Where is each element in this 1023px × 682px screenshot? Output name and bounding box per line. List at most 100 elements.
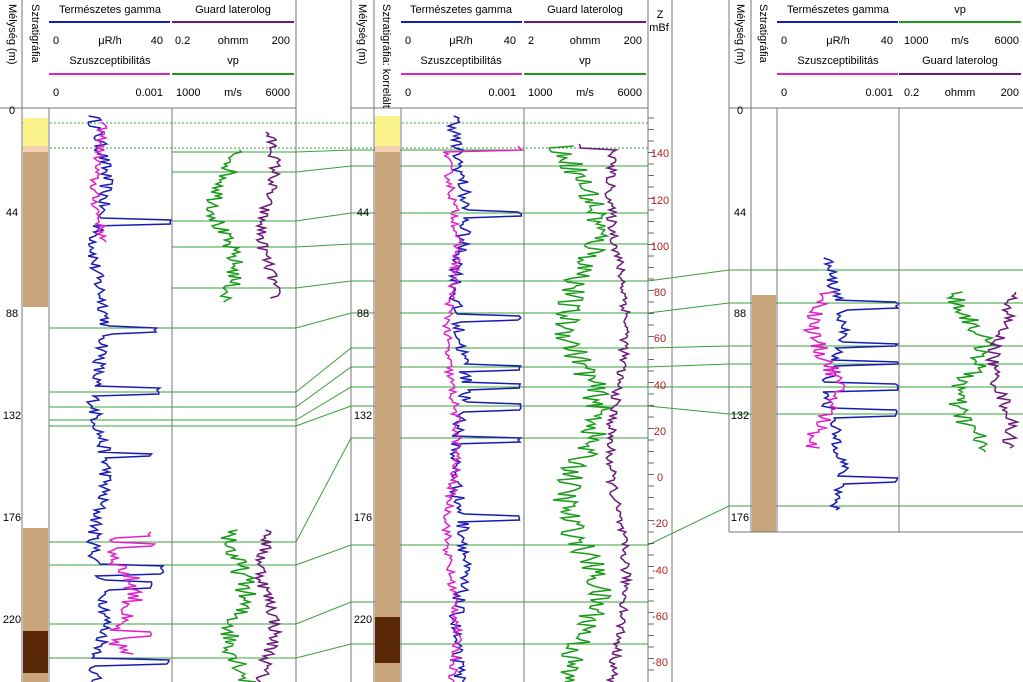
w3-susc-name: Szuszceptibilitás [797,55,879,67]
w2-gamma-unit: μR/h [449,35,472,47]
correlation-line [49,405,1023,427]
strat-block [23,118,48,146]
z-tick-label: -80 [652,657,668,669]
well-1-frame [0,0,297,682]
strat-block [375,116,400,146]
correlation-line [49,363,1023,408]
w1-susc-curve [106,531,157,655]
strat-block [375,663,400,682]
z-tick-label: 0 [657,472,663,484]
w2-guard-max: 200 [624,35,642,47]
w1-gamma-max: 40 [151,35,163,47]
well-2-headers: Természetes gamma 0 μR/h 40 Guard latero… [401,4,670,99]
w1-depth-tick: 220 [3,614,21,626]
w2-susc-max: 0.001 [488,87,516,99]
w1-vp-curve [205,149,243,303]
w1-guard-min: 0.2 [175,35,190,47]
strat-block [752,295,776,532]
correlation-line [49,345,1023,393]
z-scale-title: Z [657,9,664,21]
w2-depth-tick: 176 [354,512,372,524]
well-2-strat-label: Sztratigráfia: korrelált [380,4,392,108]
strat-block [375,146,400,152]
w3-depth-tick: 44 [734,207,746,219]
w2-depth-tick: 44 [357,207,369,219]
w1-susc-max: 0.001 [135,87,163,99]
w1-vp-max: 6000 [266,87,290,99]
correlation-line [172,149,524,153]
w2-guard-unit: ohmm [570,35,601,47]
w2-depth-tick: 132 [354,410,372,422]
w3-susc-curve [801,291,846,449]
w3-vp-curve [945,291,997,453]
z-tick-label: 20 [654,426,666,438]
w1-guard-name: Guard laterolog [195,4,271,16]
w3-susc-min: 0 [781,87,787,99]
well-1-headers: Természetes gamma 0 μR/h 40 Guard latero… [49,4,294,99]
w3-depth-tick: 132 [731,410,749,422]
w1-depth-tick: 0 [9,105,15,117]
w2-depth-tick: 88 [357,308,369,320]
w3-guard-curve [984,291,1021,449]
w3-susc-max: 0.001 [865,87,893,99]
strat-block [375,617,400,663]
w1-guard-unit: ohmm [218,35,249,47]
strat-block [375,152,400,617]
w3-gamma-max: 40 [881,35,893,47]
correlation-line [49,302,1023,329]
well-3-strat-label: Sztratigráfia [757,4,769,64]
z-tick-label: 140 [651,148,669,160]
w1-gamma-curve [85,115,172,682]
z-tick-label: 80 [654,287,666,299]
w2-vp-curve [548,145,613,682]
w3-gamma-name: Természetes gamma [787,4,890,16]
w2-guard-min: 2 [528,35,534,47]
w2-guard-name: Guard laterolog [547,4,623,16]
w2-susc-name: Szuszceptibilitás [420,55,502,67]
well-3-depth-axis-label: Mélység (m) [734,4,746,65]
log-curves [85,115,1021,682]
well-2-frame [350,0,673,682]
w2-depth-tick: 220 [354,614,372,626]
w2-guard-curve [578,143,634,682]
w2-gamma-curve [445,115,523,682]
z-tick-label: -60 [652,611,668,623]
well-2-depth-axis-label: Mélység (m) [356,4,368,65]
w2-vp-name: vp [579,55,591,67]
w3-gamma-unit: μR/h [826,35,849,47]
w1-vp-name: vp [227,55,239,67]
w3-gamma-min: 0 [781,35,787,47]
w1-guard-curve [253,529,284,682]
w1-guard-max: 200 [272,35,290,47]
w3-vp-unit: m/s [951,35,969,47]
correlation-line [49,386,1023,421]
w1-gamma-unit: μR/h [98,35,121,47]
z-tick-label: 40 [654,380,666,392]
depth-ticks: 0 44 88 132 176 220 44 88 132 176 220 0 … [3,105,749,626]
stratigraphy-blocks [23,116,776,682]
w1-susc-name: Szuszceptibilitás [69,55,151,67]
strat-block [23,528,48,631]
correlation-line [49,505,1023,566]
w2-vp-min: 1000 [528,87,552,99]
w1-guard-curve [254,131,282,299]
w1-vp-min: 1000 [176,87,200,99]
strat-block [23,146,48,152]
w1-gamma-min: 0 [53,35,59,47]
w1-vp-unit: m/s [224,87,242,99]
w2-vp-max: 6000 [618,87,642,99]
w1-depth-tick: 88 [6,308,18,320]
z-tick-label: 60 [654,333,666,345]
w3-depth-tick: 0 [737,105,743,117]
w2-gamma-min: 0 [405,35,411,47]
well-3-frame [728,0,1023,533]
w1-depth-tick: 132 [3,410,21,422]
w2-gamma-max: 40 [504,35,516,47]
w2-vp-unit: m/s [576,87,594,99]
w3-vp-max: 6000 [995,35,1019,47]
w3-gamma-curve [820,257,901,511]
w3-vp-min: 1000 [904,35,928,47]
well-1-strat-label: Sztratigráfia [29,4,41,64]
